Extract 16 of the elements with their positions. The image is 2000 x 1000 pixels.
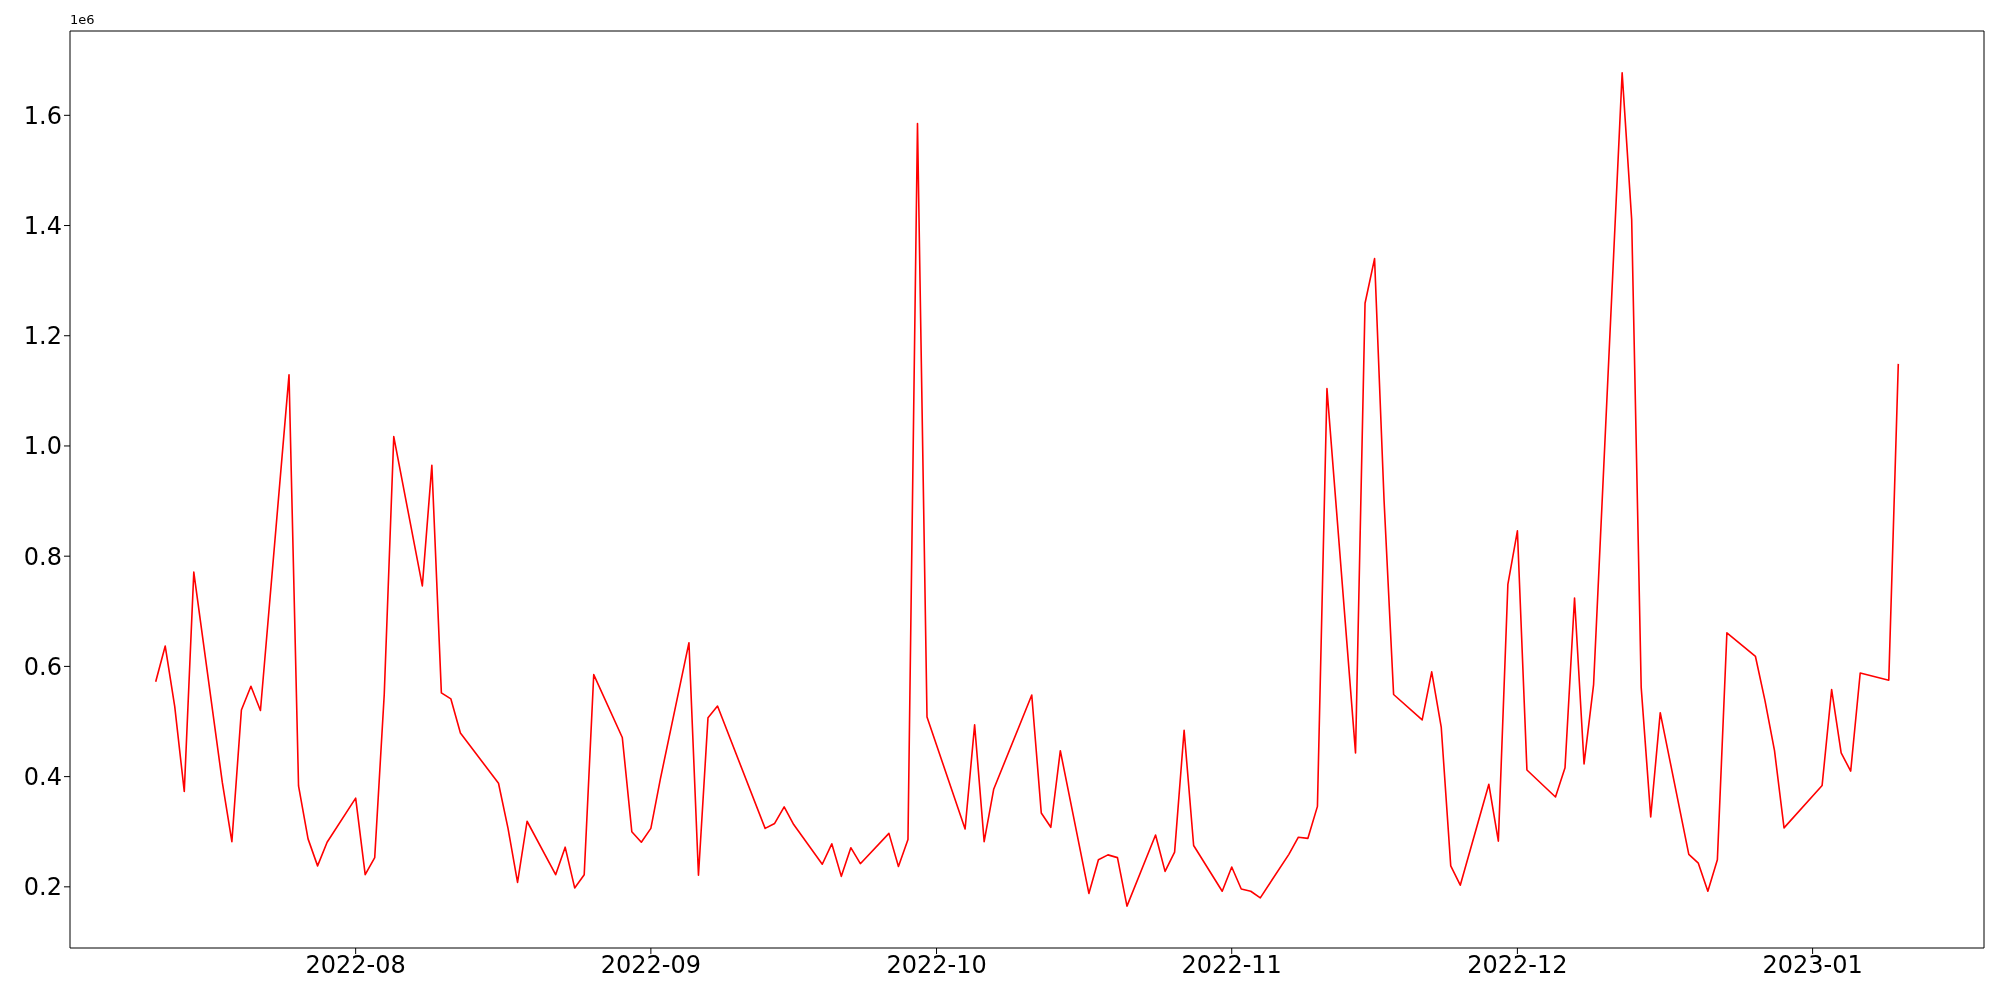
y-tick-label: 1.0 — [23, 432, 62, 461]
y-tick-label: 0.4 — [23, 763, 62, 792]
y-tick-label: 0.6 — [23, 652, 62, 681]
x-tick-label: 2023-01 — [1762, 951, 1863, 980]
x-tick-label: 2022-11 — [1181, 951, 1282, 980]
y-tick-label: 1.6 — [23, 101, 62, 130]
x-tick-label: 2022-08 — [305, 951, 406, 980]
x-tick-label: 2022-09 — [600, 951, 702, 980]
y-tick-label: 1.4 — [23, 212, 62, 241]
y-tick-label: 0.2 — [23, 873, 62, 902]
x-tick-label: 2022-10 — [886, 951, 987, 980]
line-series — [154, 72, 1900, 907]
y-tick-label: 0.8 — [23, 542, 62, 571]
x-tick-label: 2022-12 — [1467, 951, 1568, 980]
y-tick-label: 1.2 — [23, 322, 62, 351]
text: 1e6 — [70, 12, 95, 27]
